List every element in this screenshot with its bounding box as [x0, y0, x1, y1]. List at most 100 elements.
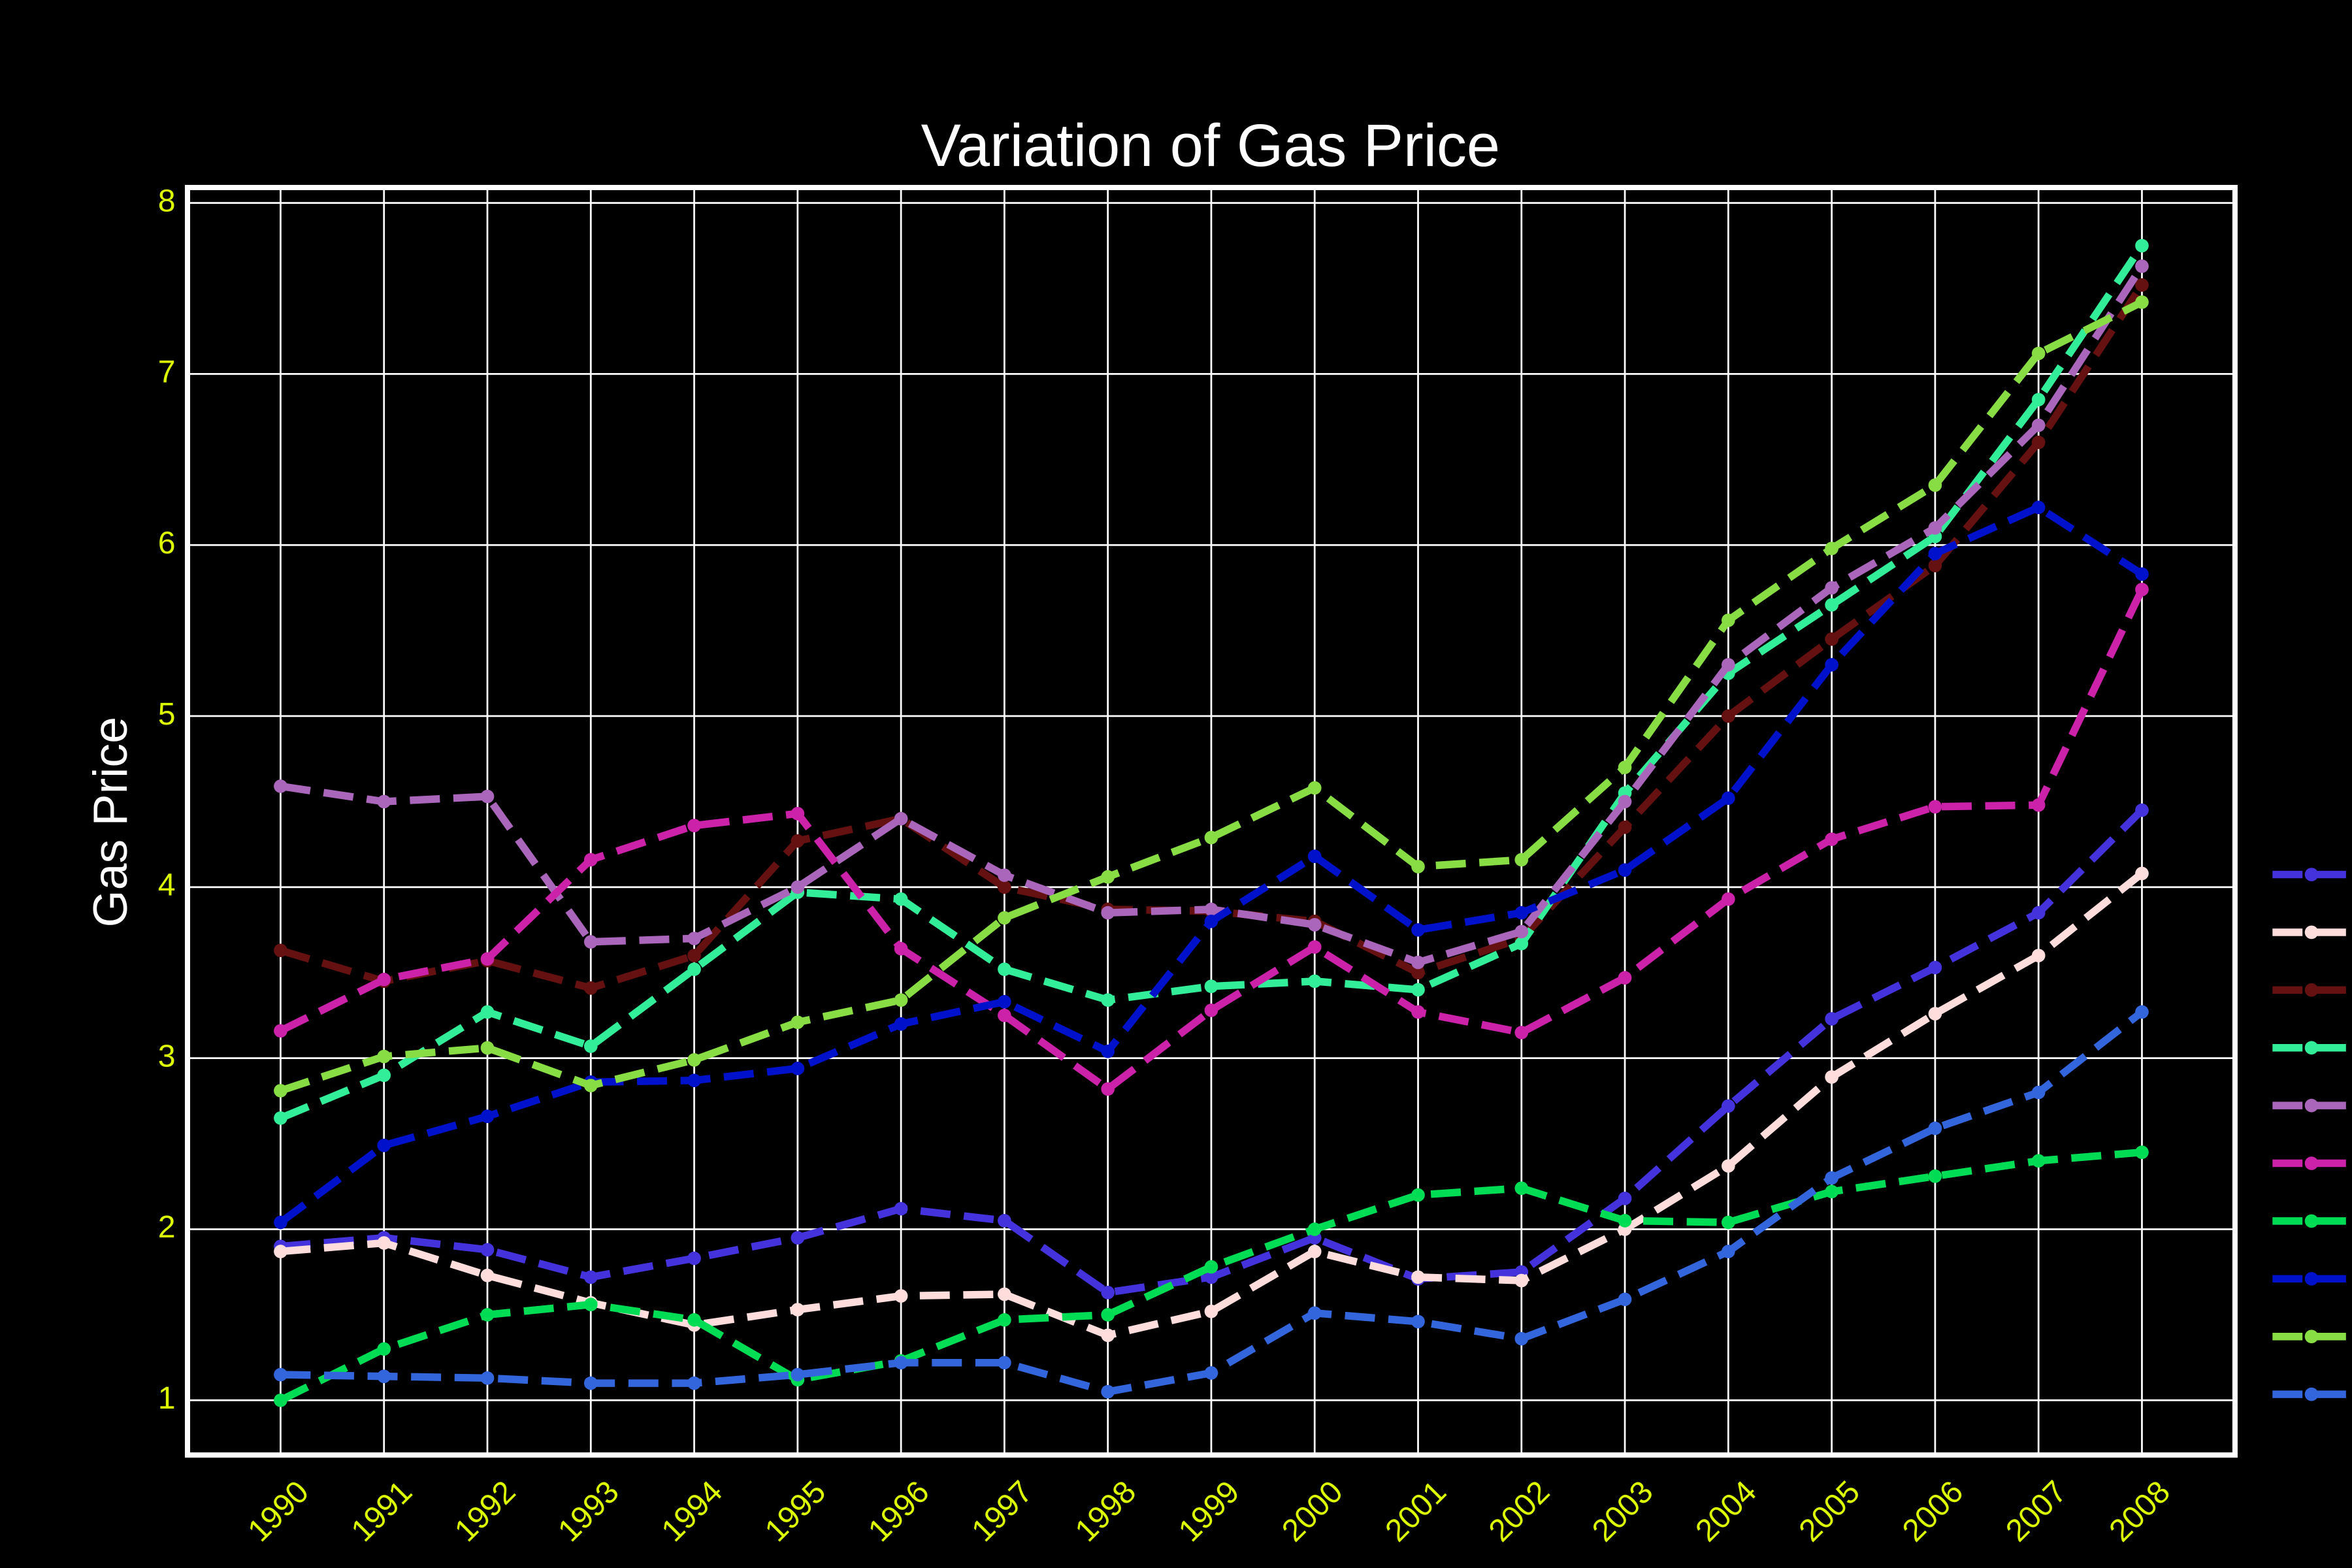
data-point — [894, 941, 908, 956]
data-point — [377, 1369, 391, 1383]
data-point — [2031, 949, 2046, 962]
data-point — [1928, 960, 1942, 975]
data-point — [2135, 582, 2149, 596]
data-point — [1618, 820, 1632, 834]
data-point — [1722, 1215, 1735, 1230]
data-point — [1722, 1159, 1735, 1173]
data-point — [583, 1376, 598, 1390]
y-tick-label: 1 — [158, 1380, 176, 1416]
data-point — [1101, 1286, 1115, 1299]
data-point — [1411, 923, 1425, 937]
data-point — [1928, 1169, 1942, 1183]
data-point — [1101, 1044, 1115, 1058]
data-point — [1618, 794, 1632, 809]
data-point — [1101, 1082, 1115, 1096]
data-point — [1825, 1184, 1838, 1199]
data-point — [1411, 966, 1425, 980]
data-point — [687, 1376, 701, 1390]
data-point — [1514, 1331, 1529, 1346]
data-point — [894, 811, 908, 826]
data-point — [1825, 542, 1838, 555]
data-point — [1928, 559, 1942, 572]
data-point — [998, 1214, 1011, 1228]
data-point — [998, 1287, 1011, 1301]
data-point — [1928, 1121, 1942, 1135]
data-point — [1204, 1270, 1218, 1284]
legend-marker — [2304, 983, 2319, 997]
data-point — [791, 834, 805, 848]
data-point — [998, 1313, 1011, 1327]
data-point — [791, 1367, 805, 1382]
y-tick-label: 4 — [158, 868, 176, 903]
data-point — [480, 952, 495, 966]
data-point — [1618, 863, 1632, 877]
data-point — [1307, 1245, 1322, 1258]
legend-marker — [2304, 1098, 2319, 1113]
data-point — [998, 880, 1011, 894]
data-point — [274, 1245, 287, 1258]
data-point — [274, 1215, 287, 1230]
legend-marker — [2304, 1156, 2319, 1170]
data-point — [1514, 1026, 1529, 1039]
data-point — [1722, 892, 1735, 906]
data-point — [583, 853, 598, 867]
data-point — [1618, 1192, 1632, 1205]
data-point — [2135, 567, 2149, 581]
data-point — [894, 1289, 908, 1303]
data-point — [377, 1138, 391, 1152]
data-point — [583, 1079, 598, 1092]
data-point — [583, 935, 598, 949]
y-tick-label: 6 — [158, 525, 176, 561]
legend-marker — [2304, 1330, 2319, 1344]
data-point — [791, 1231, 805, 1245]
data-point — [1411, 955, 1425, 970]
data-point — [2135, 1005, 2149, 1019]
data-point — [1307, 974, 1322, 988]
data-point — [377, 1236, 391, 1250]
data-point — [480, 789, 495, 804]
data-point — [274, 779, 287, 793]
legend-marker — [2304, 1271, 2319, 1286]
data-point — [1204, 1004, 1218, 1017]
data-point — [1928, 1007, 1942, 1021]
data-point — [1722, 791, 1735, 806]
data-point — [1618, 760, 1632, 774]
data-point — [1101, 870, 1115, 884]
data-point — [1825, 658, 1838, 672]
data-point — [1204, 902, 1218, 917]
y-tick-label: 3 — [158, 1038, 176, 1073]
data-point — [2135, 295, 2149, 309]
data-point — [2031, 798, 2046, 812]
data-point — [1101, 993, 1115, 1007]
data-point — [998, 962, 1011, 976]
data-point — [998, 868, 1011, 882]
data-point — [1307, 849, 1322, 864]
data-point — [1307, 940, 1322, 954]
data-point — [1722, 1099, 1735, 1113]
data-point — [2031, 1085, 2046, 1100]
data-point — [274, 1393, 287, 1407]
data-point — [1722, 613, 1735, 627]
data-point — [791, 880, 805, 894]
y-tick-label: 2 — [158, 1209, 176, 1245]
data-point — [894, 892, 908, 906]
data-point — [583, 1298, 598, 1312]
data-point — [998, 911, 1011, 925]
data-point — [480, 1268, 495, 1282]
data-point — [2135, 866, 2149, 881]
data-point — [1411, 860, 1425, 874]
data-point — [2031, 393, 2046, 407]
data-point — [274, 1111, 287, 1125]
data-point — [687, 1251, 701, 1266]
data-point — [377, 794, 391, 809]
data-point — [1204, 1260, 1218, 1274]
data-point — [1204, 830, 1218, 845]
data-point — [2135, 259, 2149, 273]
data-point — [1514, 1181, 1529, 1195]
data-point — [687, 932, 701, 945]
data-point — [687, 962, 701, 976]
data-point — [1825, 632, 1838, 646]
data-point — [1928, 800, 1942, 814]
data-point — [1411, 1270, 1425, 1284]
